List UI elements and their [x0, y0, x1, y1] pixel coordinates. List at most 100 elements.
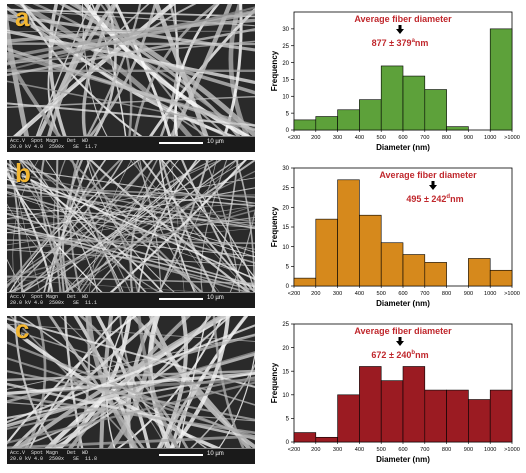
x-tick-label: 500	[377, 291, 386, 297]
fiber	[7, 317, 255, 388]
bar	[359, 214, 382, 287]
x-tick-label: 500	[377, 447, 386, 453]
x-axis-label: Diameter (nm)	[376, 143, 430, 152]
x-tick-label: 900	[464, 291, 473, 297]
x-tick-label: <200	[288, 291, 301, 297]
x-tick-label: 200	[311, 135, 320, 141]
fiber	[205, 160, 242, 306]
y-tick-label: 20	[282, 61, 289, 67]
fiber	[7, 371, 255, 396]
fiber-texture	[7, 160, 255, 306]
annotation-value: 672 ± 240bnm	[371, 350, 428, 360]
x-tick-label: 300	[333, 291, 342, 297]
bar	[402, 254, 426, 287]
x-tick-label: 1000	[484, 291, 496, 297]
fiber	[7, 6, 227, 150]
x-tick-label: 400	[355, 447, 364, 453]
x-tick-label: 800	[442, 135, 451, 141]
fiber	[7, 30, 255, 33]
x-tick-label: 500	[377, 135, 386, 141]
x-tick-label: 600	[398, 291, 407, 297]
bar	[337, 109, 360, 131]
bar	[468, 258, 491, 287]
fiber	[7, 205, 255, 246]
sem-micrograph-c: c Acc.V Spot Magn Det WD 20.0 kV 4.0 250…	[7, 316, 255, 464]
y-tick-label: 0	[286, 440, 290, 446]
sem-info-line1: Acc.V Spot Magn Det WD	[10, 294, 89, 300]
x-tick-label: 300	[333, 447, 342, 453]
y-tick-label: 0	[286, 128, 290, 134]
bar	[293, 432, 317, 443]
fiber	[131, 4, 219, 150]
fiber	[7, 4, 150, 150]
x-tick-label: <200	[288, 447, 301, 453]
fiber	[7, 190, 255, 264]
annotation-title: Average fiber diameter	[379, 170, 477, 180]
sem-info-line2: 20.0 kV 4.0 2500x SE 11.8	[10, 456, 98, 462]
x-tick-label: >1000	[504, 291, 520, 297]
x-tick-label: 300	[333, 135, 342, 141]
bar	[446, 389, 469, 443]
bar	[489, 389, 513, 443]
x-tick-label: 200	[311, 447, 320, 453]
x-tick-label: 600	[398, 135, 407, 141]
fiber	[7, 224, 255, 288]
x-tick-label: 700	[420, 291, 429, 297]
y-axis-label: Frequency	[270, 50, 279, 91]
fiber	[7, 178, 255, 228]
bar	[402, 75, 426, 131]
y-tick-label: 30	[282, 166, 289, 172]
fiber	[7, 167, 255, 204]
fiber	[7, 193, 255, 279]
fiber	[7, 28, 255, 77]
fiber	[87, 160, 133, 306]
bar	[293, 277, 317, 287]
y-tick-label: 20	[282, 206, 289, 212]
fiber	[7, 376, 255, 430]
x-tick-label: <200	[288, 135, 301, 141]
bar	[337, 394, 360, 443]
fiber	[7, 401, 255, 422]
x-tick-label: 900	[464, 135, 473, 141]
x-tick-label: 1000	[484, 447, 496, 453]
histogram-c: 0 5 10 15 20 25 <200 200 300 400 500 600 700 800 900 10…	[270, 322, 520, 464]
scale-bar	[159, 298, 203, 300]
fiber	[7, 209, 255, 279]
x-axis-label: Diameter (nm)	[376, 299, 430, 308]
sem-micrograph-b: b Acc.V Spot Magn Det WD 20.0 kV 4.0 250…	[7, 160, 255, 308]
fiber	[43, 160, 238, 306]
sem-info-line1: Acc.V Spot Magn Det WD	[10, 138, 89, 144]
fiber-group	[7, 160, 255, 306]
panel-b: b Acc.V Spot Magn Det WD 20.0 kV 4.0 250…	[0, 160, 526, 310]
x-tick-label: 800	[442, 291, 451, 297]
fiber	[7, 162, 180, 306]
bar	[424, 89, 447, 131]
fiber	[7, 205, 255, 285]
fiber-texture	[7, 316, 255, 463]
fiber	[17, 160, 222, 306]
fiber	[136, 160, 163, 306]
fiber	[208, 350, 255, 462]
bar	[293, 119, 317, 131]
panel-letter: b	[15, 160, 31, 188]
scale-bar-label: 10 µm	[207, 451, 224, 457]
x-tick-label: 400	[355, 291, 364, 297]
fiber	[129, 160, 172, 306]
bar	[359, 366, 382, 443]
y-tick-label: 0	[286, 284, 290, 290]
y-tick-label: 25	[282, 322, 289, 328]
scale-bar	[159, 454, 203, 456]
bar	[337, 179, 360, 287]
bar	[380, 242, 404, 287]
bar	[468, 399, 491, 443]
panel-c: c Acc.V Spot Magn Det WD 20.0 kV 4.0 250…	[0, 316, 526, 466]
sem-micrograph-a: a Acc.V Spot Magn Det WD 20.0 kV 4.0 250…	[7, 4, 255, 152]
fiber	[59, 316, 191, 463]
down-arrow-icon	[429, 181, 437, 190]
x-tick-label: 400	[355, 135, 364, 141]
scale-bar-label: 10 µm	[207, 139, 224, 145]
fiber	[7, 352, 255, 428]
bar	[315, 436, 338, 443]
fiber	[7, 16, 255, 95]
fiber	[136, 160, 198, 306]
